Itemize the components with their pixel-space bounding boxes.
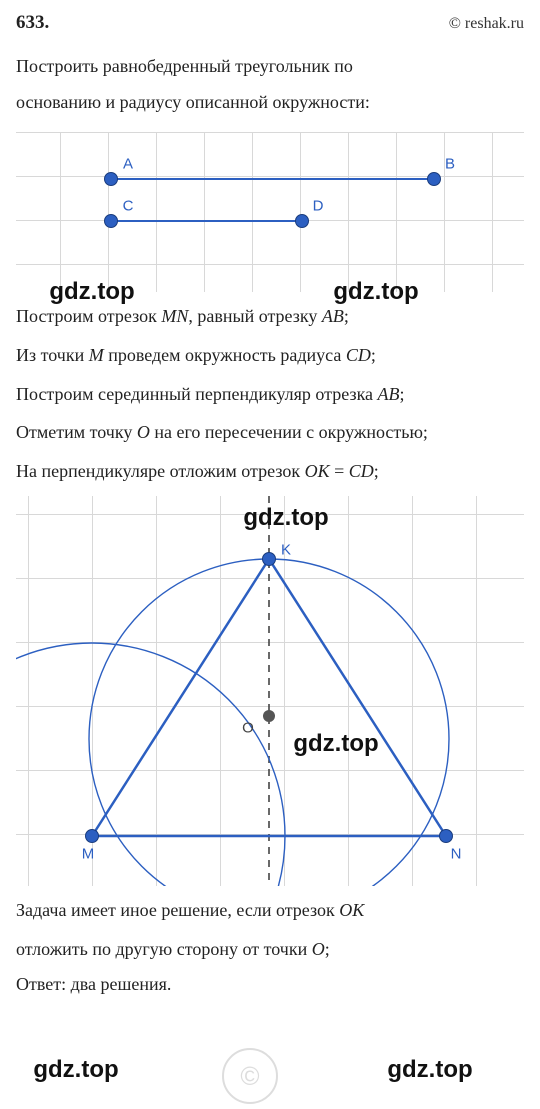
segment [111, 178, 434, 180]
problem-number: 633. [16, 12, 49, 34]
watermark: gdz.top [387, 1056, 472, 1084]
step-5: На перпендикуляре отложим отрезок OK = C… [16, 457, 524, 486]
copyright-circle-icon: © [222, 1048, 278, 1104]
step-4: Отметим точку O на его пересечении с окр… [16, 418, 524, 447]
point-label-n: N [451, 845, 462, 862]
segment [111, 220, 302, 222]
point-c [104, 214, 118, 228]
problem-statement: Построить равнобедренный треугольник по … [16, 48, 524, 120]
diagram-2: MNKOgdz.topgdz.top [16, 496, 524, 886]
problem-line-1: Построить равнобедренный треугольник по [16, 48, 524, 84]
step-3: Построим серединный перпендикуляр отрезк… [16, 380, 524, 409]
answer-label: Ответ: [16, 974, 66, 994]
point-o [263, 710, 275, 722]
step-1: Построим отрезок MN, равный отрезку AB; [16, 302, 524, 331]
problem-line-2: основанию и радиусу описанной окружности… [16, 84, 524, 120]
point-label-o: O [242, 719, 254, 736]
point-label-k: K [281, 541, 291, 558]
point-label-a: A [123, 156, 133, 173]
conclusion-line-1: Задача имеет иное решение, если отрезок … [16, 896, 524, 925]
conclusion-line-2: отложить по другую сторону от точки O; [16, 935, 524, 964]
point-d [295, 214, 309, 228]
point-n [439, 829, 453, 843]
step-2: Из точки M проведем окружность радиуса C… [16, 341, 524, 370]
point-label-b: B [445, 156, 455, 173]
point-k [262, 552, 276, 566]
point-m [85, 829, 99, 843]
point-label-m: M [82, 845, 95, 862]
point-label-d: D [313, 198, 324, 215]
answer-text: два решения. [66, 974, 171, 994]
point-label-c: C [123, 198, 134, 215]
diagram-1: ABCDgdz.topgdz.top [16, 132, 524, 292]
copyright-text: © reshak.ru [449, 15, 524, 33]
point-b [427, 172, 441, 186]
point-a [104, 172, 118, 186]
watermark: gdz.top [33, 1056, 118, 1084]
answer-row: Ответ: два решения. [16, 974, 524, 995]
